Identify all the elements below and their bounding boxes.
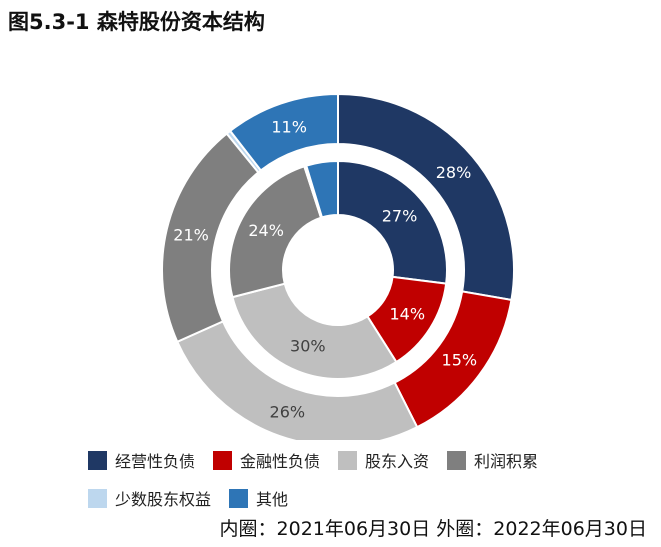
legend-item-retained-earnings: 利润积累 [447,448,538,472]
legend-row: 经营性负债 金融性负债 股东入资 利润积累 [88,447,648,473]
outer-label-other: 11% [271,118,307,137]
inner-slice-other [305,159,339,219]
legend-row: 少数股东权益 其他 [88,485,648,511]
legend-swatch [338,450,358,470]
legend-swatch [88,450,107,470]
inner-label-shareholder-capital: 30% [290,337,326,356]
inner-label-operating-liabilities: 27% [382,206,418,225]
ring-date-note: 内圈：2021年06月30日 外圈：2022年06月30日 [219,518,647,540]
chart-title: 图5.3-1 森特股份资本结构 [8,10,265,34]
inner-slice-shareholder-capital [231,282,398,380]
legend-swatch [229,488,249,508]
legend-item-minority-interest: 少数股东权益 [88,486,211,510]
donut-chart: 27% 14% 30% 24% 28% 15% 26% 21% 11% [161,92,515,440]
legend-label: 少数股东权益 [115,490,212,509]
inner-slice-retained-earnings [228,165,323,299]
legend-swatch [213,450,233,470]
legend-item-operating-liabilities: 经营性负债 [88,448,195,472]
legend-swatch [447,450,467,470]
inner-slice-operating-liabilities [337,159,448,285]
legend-item-shareholder-capital: 股东入资 [338,448,429,472]
legend-swatch [88,488,107,508]
outer-label-shareholder-capital: 26% [270,403,306,422]
outer-label-retained-earnings: 21% [173,226,209,245]
inner-label-financial-liabilities: 14% [389,304,425,323]
outer-label-operating-liabilities: 28% [436,163,472,182]
legend-label: 利润积累 [474,452,539,471]
legend-item-financial-liabilities: 金融性负债 [213,448,320,472]
legend-label: 经营性负债 [115,452,196,471]
outer-slice-other [228,92,339,172]
legend-item-other: 其他 [229,486,288,510]
outer-label-financial-liabilities: 15% [442,350,478,369]
legend: 经营性负债 金融性负债 股东入资 利润积累 少数股东权益 其他 [88,447,648,511]
legend-label: 股东入资 [365,452,430,471]
legend-label: 其他 [256,490,289,509]
inner-label-retained-earnings: 24% [248,221,284,240]
legend-label: 金融性负债 [240,452,321,471]
